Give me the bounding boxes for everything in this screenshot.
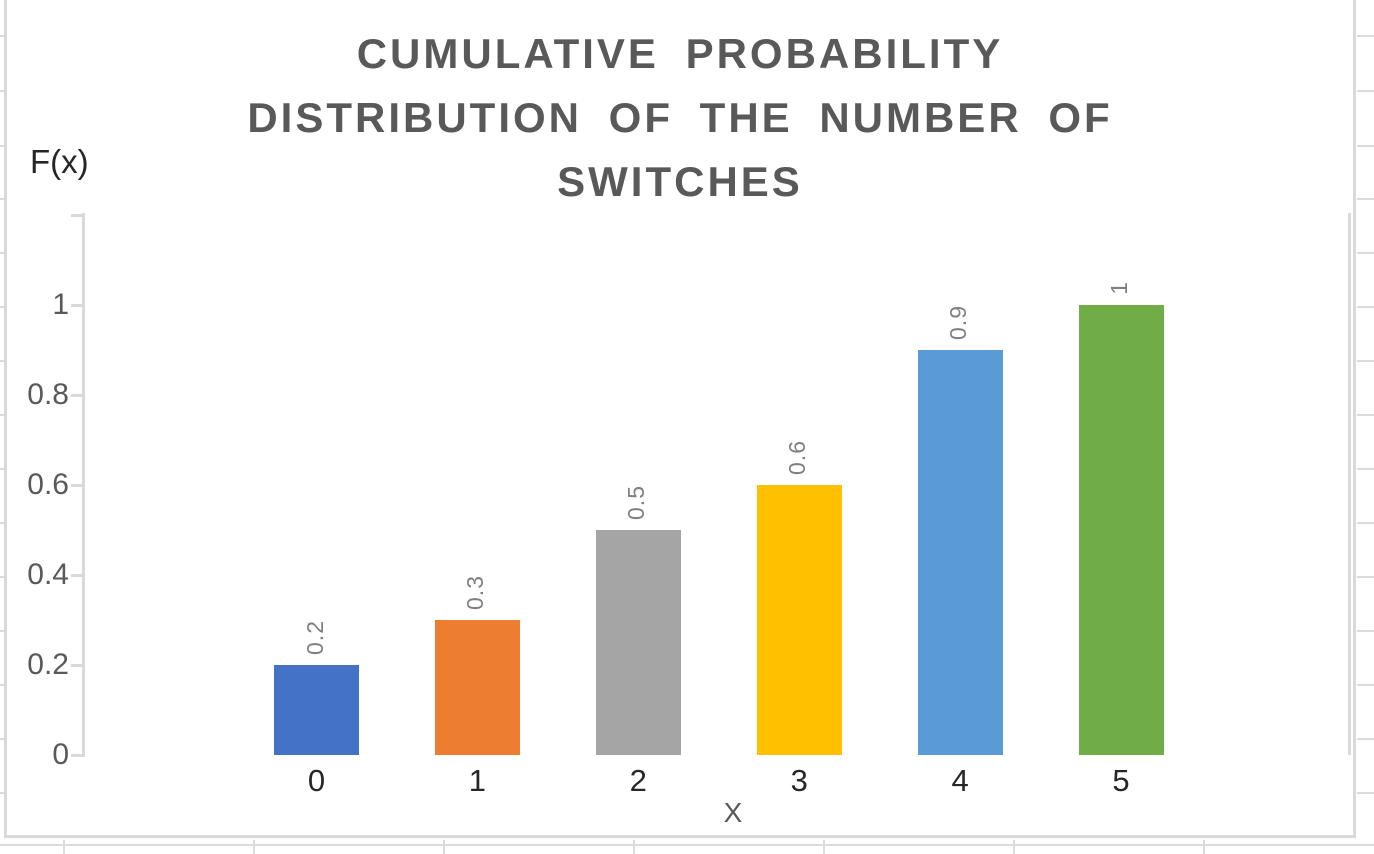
y-tick-mark bbox=[71, 484, 83, 487]
sheet-gridline bbox=[0, 145, 4, 147]
sheet-gridline bbox=[1203, 840, 1205, 854]
sheet-gridline bbox=[0, 198, 4, 200]
sheet-gridline bbox=[1357, 360, 1374, 362]
bar-value-label: 0.5 bbox=[623, 485, 650, 520]
y-tick-mark bbox=[71, 754, 83, 757]
sheet-gridline bbox=[0, 414, 4, 416]
sheet-gridline bbox=[0, 306, 4, 308]
y-tick-label: 0.2 bbox=[27, 648, 69, 681]
bar-0[interactable] bbox=[274, 665, 359, 755]
y-tick-label: 0 bbox=[52, 738, 69, 771]
chart-title-line: CUMULATIVE PROBABILITY bbox=[356, 30, 1004, 77]
y-tick-mark bbox=[71, 664, 83, 667]
sheet-gridline bbox=[1357, 630, 1374, 632]
y-tick-label: 0.4 bbox=[27, 558, 69, 591]
sheet-gridline bbox=[0, 576, 4, 578]
sheet-gridline bbox=[443, 840, 445, 854]
chart-title-line: SWITCHES bbox=[557, 158, 803, 205]
sheet-gridline bbox=[1357, 738, 1374, 740]
sheet-gridline bbox=[0, 630, 4, 632]
bar-1[interactable] bbox=[434, 620, 520, 755]
bar-4[interactable] bbox=[917, 350, 1003, 755]
sheet-gridline bbox=[1357, 145, 1374, 147]
bar-value-label: 0.9 bbox=[945, 305, 972, 340]
sheet-gridline bbox=[1357, 684, 1374, 686]
x-axis-title: X bbox=[723, 797, 743, 828]
y-axis-line bbox=[82, 213, 85, 757]
y-tick-mark bbox=[71, 214, 83, 217]
sheet-gridline bbox=[1357, 522, 1374, 524]
y-tick-mark bbox=[71, 574, 83, 577]
sheet-gridline bbox=[0, 35, 4, 37]
sheet-gridline bbox=[0, 468, 4, 470]
y-tick-label: 1 bbox=[52, 288, 69, 321]
bar-value-label: 0.3 bbox=[462, 575, 489, 610]
sheet-gridline bbox=[1357, 414, 1374, 416]
sheet-gridline bbox=[1357, 198, 1374, 200]
sheet-gridline bbox=[1357, 90, 1374, 92]
y-tick-mark bbox=[71, 304, 83, 307]
bar-value-label: 0.6 bbox=[784, 440, 811, 475]
chart-title-line: DISTRIBUTION OF THE NUMBER OF bbox=[247, 94, 1113, 141]
x-category-label: 4 bbox=[951, 763, 969, 798]
sheet-gridline bbox=[1357, 252, 1374, 254]
bar-value-label: 0.2 bbox=[301, 620, 328, 655]
x-category-label: 0 bbox=[307, 763, 326, 798]
sheet-gridline bbox=[0, 252, 4, 254]
sheet-gridline bbox=[633, 840, 635, 854]
bar-5[interactable] bbox=[1078, 305, 1164, 755]
sheet-gridline bbox=[823, 840, 825, 854]
sheet-gridline bbox=[1357, 468, 1374, 470]
plot-right-border bbox=[1348, 213, 1351, 755]
sheet-gridline bbox=[1357, 35, 1374, 37]
sheet-gridline bbox=[1357, 792, 1374, 794]
bar-3[interactable] bbox=[756, 485, 842, 755]
sheet-gridline bbox=[0, 90, 4, 92]
sheet-gridline bbox=[0, 738, 4, 740]
x-category-label: 1 bbox=[468, 763, 487, 798]
x-category-label: 2 bbox=[629, 763, 647, 798]
y-tick-label: 0.6 bbox=[27, 468, 69, 501]
x-category-label: 3 bbox=[790, 763, 808, 798]
sheet-gridline bbox=[63, 840, 65, 854]
bar-value-label: 1 bbox=[1106, 281, 1132, 295]
sheet-gridline bbox=[0, 684, 4, 686]
sheet-gridline bbox=[0, 792, 4, 794]
x-category-label: 5 bbox=[1112, 763, 1130, 798]
bar-2[interactable] bbox=[595, 530, 681, 755]
sheet-gridline bbox=[0, 522, 4, 524]
sheet-gridline bbox=[1013, 840, 1015, 854]
y-axis-title: F(x) bbox=[30, 143, 89, 180]
y-tick-mark bbox=[71, 394, 83, 397]
sheet-gridline bbox=[1357, 576, 1374, 578]
y-tick-label: 0.8 bbox=[27, 378, 69, 411]
sheet-gridline bbox=[0, 844, 1374, 846]
chart-title: CUMULATIVE PROBABILITY DISTRIBUTION OF T… bbox=[0, 22, 1360, 214]
sheet-gridline bbox=[0, 360, 4, 362]
sheet-gridline bbox=[253, 840, 255, 854]
sheet-gridline bbox=[1357, 306, 1374, 308]
